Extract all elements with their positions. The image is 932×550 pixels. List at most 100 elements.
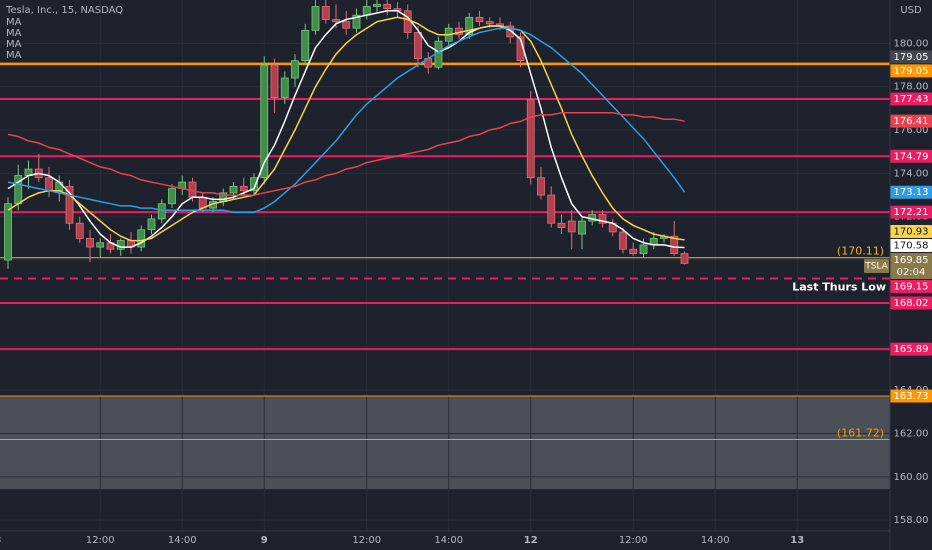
price-tag: [890, 92, 932, 106]
candle-body: [629, 248, 638, 254]
level-label: (161.72): [837, 427, 884, 440]
candle-body: [137, 229, 146, 248]
candle-body: [342, 21, 351, 29]
countdown: 02:04: [897, 267, 926, 278]
candle-body: [362, 6, 371, 16]
candle-body: [301, 29, 310, 62]
candle-body: [116, 240, 125, 250]
price-tag: [890, 342, 932, 356]
zone: [0, 395, 890, 490]
price-tag: [890, 224, 932, 238]
price-tag: [890, 252, 932, 279]
candle-body: [65, 185, 74, 224]
x-tick-label: 12:00: [352, 535, 381, 546]
price-tag: [890, 50, 932, 64]
y-tick-label: 176.00: [894, 125, 929, 136]
candle-body: [291, 60, 299, 79]
y-tick-label: 158.00: [894, 515, 929, 526]
x-tick-label: 14:00: [434, 535, 463, 546]
candle-body: [680, 253, 689, 264]
plot-area: [0, 0, 890, 531]
price-tag-label: 179.05: [894, 52, 929, 63]
x-tick-label: 14:00: [168, 535, 197, 546]
price-tag: [890, 185, 932, 199]
legend-entry: MA: [6, 50, 22, 61]
candle-body: [321, 6, 330, 20]
candle-body: [537, 177, 545, 196]
ma-line: [7, 16, 685, 242]
legend-entry: MA: [6, 17, 22, 28]
price-tag-label: 165.89: [894, 344, 929, 355]
price-tag-label: 174.79: [894, 151, 929, 162]
ma-line: [7, 27, 686, 214]
candle-body: [239, 185, 248, 192]
price-tag-label: 163.73: [894, 391, 929, 402]
candle-body: [414, 32, 422, 59]
candle-body: [86, 238, 94, 248]
price-tag: [890, 238, 932, 252]
x-tick-label: 12: [524, 535, 538, 546]
price-tag-label: 172.21: [894, 207, 929, 218]
price-tag: [890, 149, 932, 163]
ma-line: [7, 111, 685, 196]
candle-body: [619, 231, 627, 250]
candle-body: [403, 10, 412, 33]
candle-body: [598, 214, 607, 224]
level-note: Last Thurs Low: [792, 281, 886, 294]
candle-body: [352, 14, 361, 29]
price-tag-label: 168.02: [894, 298, 929, 309]
legend-entry: MA: [6, 39, 22, 50]
x-tick-label: 14:00: [701, 535, 730, 546]
price-tag: [890, 389, 932, 403]
price-tag: [890, 64, 932, 78]
price-tag-label: 169.85: [894, 255, 929, 266]
candle-body: [578, 220, 586, 235]
candle-body: [4, 203, 12, 261]
candle-body: [250, 177, 258, 192]
legend-entry: MA: [6, 28, 22, 39]
candle-body: [280, 77, 289, 98]
candle-body: [260, 64, 269, 179]
candle-body: [147, 218, 156, 231]
candle-body: [96, 242, 105, 248]
price-tag: [890, 205, 932, 219]
candle-body: [485, 21, 494, 25]
price-tag-label: 169.15: [894, 281, 929, 292]
x-tick-label: 12:00: [619, 535, 648, 546]
price-tag-label: 177.43: [894, 94, 929, 105]
candle-body: [475, 16, 484, 23]
candle-body: [75, 222, 84, 239]
candle-body: [465, 16, 474, 36]
candle-body: [506, 25, 515, 38]
candle-body: [168, 188, 176, 205]
candle-body: [55, 181, 64, 192]
price-tag-label: 179.05: [894, 66, 929, 77]
candle-body: [332, 19, 340, 23]
price-tag-label: 170.93: [894, 226, 929, 237]
candle-body: [526, 99, 535, 179]
symbol-tag-label: TSLA: [864, 261, 888, 271]
price-tag: [890, 279, 932, 293]
candle-body: [557, 222, 566, 228]
candle-body: [270, 64, 279, 98]
candle-body: [311, 6, 320, 31]
ma-line: [7, 10, 685, 249]
candle-body: [383, 3, 392, 10]
x-tick-label: 9: [261, 535, 268, 546]
currency: USD: [900, 5, 922, 16]
y-tick-label: 160.00: [894, 472, 929, 483]
y-tick-label: 180.00: [894, 38, 929, 49]
candle-body: [229, 185, 238, 194]
overlay: (170.11) Last Thurs Low (161.72) 158.00 160.…: [0, 17, 932, 546]
price-tag-label: 170.58: [894, 240, 929, 251]
level-label: (170.11): [837, 245, 884, 258]
y-tick-label: 174.00: [894, 168, 929, 179]
x-tick-label: 8: [0, 535, 1, 546]
price-tag: [890, 296, 932, 310]
candle-body: [45, 177, 53, 192]
candle-body: [639, 244, 648, 254]
price-tag: [890, 114, 932, 128]
symbol-tag: [864, 258, 889, 273]
y-tick-label: 178.00: [894, 82, 929, 93]
